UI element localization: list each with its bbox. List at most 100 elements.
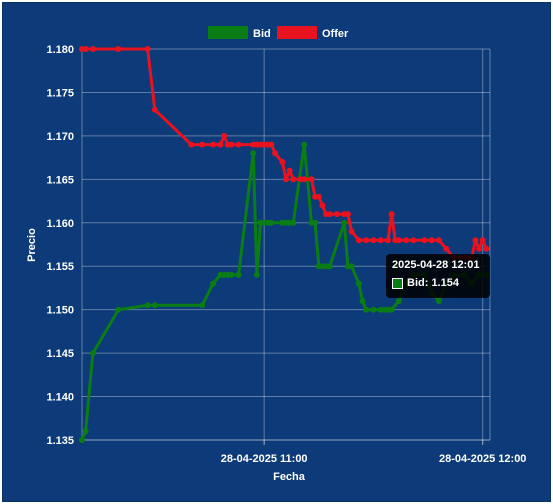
bid-point: [290, 219, 297, 226]
x-tick-label: 28-04-2025 11:00: [221, 453, 308, 465]
offer-point: [334, 211, 340, 218]
offer-point: [377, 237, 384, 244]
bid-point: [341, 219, 348, 226]
tooltip-row: Bid: 1.154: [392, 277, 484, 289]
y-tick-label: 1.135: [46, 435, 74, 447]
offer-point: [326, 211, 333, 218]
offer-point: [115, 46, 122, 52]
bid-point: [235, 271, 242, 278]
offer-point: [436, 237, 442, 244]
legend[interactable]: Bid Offer: [208, 26, 349, 40]
offer-point: [217, 141, 224, 148]
series-layer: [79, 46, 490, 443]
bid-point: [370, 306, 377, 313]
y-tick-label: 1.160: [46, 218, 74, 230]
tooltip-label: Bid: 1.154: [407, 277, 459, 289]
offer-point: [151, 106, 158, 113]
bid-point: [301, 141, 308, 148]
bid-point: [326, 263, 333, 270]
bid-point: [199, 302, 206, 309]
bid-point: [89, 350, 96, 357]
bid-point: [228, 271, 235, 278]
offer-point: [228, 141, 235, 148]
legend-offer-swatch[interactable]: [277, 26, 317, 39]
offer-point: [210, 141, 217, 148]
offer-point: [355, 237, 362, 244]
bid-point: [348, 263, 355, 270]
offer-point: [89, 46, 96, 52]
offer-point: [483, 245, 490, 252]
bid-point: [359, 298, 366, 304]
offer-point: [235, 141, 242, 148]
offer-point: [479, 237, 486, 244]
x-tick-labels: 28-04-2025 11:00 28-04-2025 12:00: [221, 453, 527, 465]
y-tick-labels: 1.180 1.175 1.170 1.165 1.160 1.155 1.150 1.145…: [46, 44, 74, 447]
bid-point: [82, 428, 89, 435]
y-tick-label: 1.180: [46, 44, 74, 56]
offer-point: [476, 245, 483, 252]
y-tick-label: 1.140: [46, 392, 74, 404]
y-tick-label: 1.150: [46, 305, 74, 317]
offer-point: [428, 237, 435, 244]
y-tick-label: 1.145: [46, 348, 74, 360]
bid-point: [395, 298, 402, 304]
offer-point: [268, 141, 275, 148]
grid: [81, 48, 491, 445]
y-tick-label: 1.155: [46, 261, 74, 273]
bid-point: [355, 280, 362, 287]
offer-point: [472, 237, 479, 244]
y-tick-label: 1.170: [46, 131, 74, 143]
x-tick-label: 28-04-2025 12:00: [439, 453, 526, 465]
offer-point: [283, 176, 289, 183]
bid-point: [115, 306, 122, 313]
offer-point: [410, 237, 417, 244]
offer-series-line: [82, 47, 488, 259]
offer-point: [388, 211, 395, 218]
offer-point: [443, 245, 450, 252]
legend-bid-label[interactable]: Bid: [253, 28, 271, 40]
offer-point: [348, 228, 355, 235]
offer-point: [272, 150, 279, 157]
offer-point: [290, 176, 297, 183]
bid-point: [79, 437, 85, 443]
offer-point: [363, 237, 370, 244]
bid-point: [210, 280, 217, 287]
offer-point: [395, 237, 402, 244]
bid-point: [151, 302, 158, 309]
offer-point: [199, 141, 206, 148]
bid-point: [250, 150, 257, 157]
offer-point: [315, 193, 322, 200]
offer-point: [370, 237, 377, 244]
legend-bid-swatch[interactable]: [208, 26, 248, 39]
tooltip-title: 2025-04-28 12:01: [392, 259, 480, 271]
offer-point: [421, 237, 428, 244]
offer-point: [344, 211, 351, 218]
y-axis-title: Precio: [26, 228, 38, 262]
y-tick-label: 1.165: [46, 174, 74, 186]
bid-point: [363, 306, 370, 313]
offer-point: [403, 237, 410, 244]
offer-point: [286, 167, 293, 174]
offer-point: [221, 132, 228, 139]
y-tick-label: 1.175: [46, 87, 74, 99]
offer-point: [144, 46, 151, 52]
offer-point: [301, 176, 308, 183]
legend-offer-label[interactable]: Offer: [322, 28, 349, 40]
x-axis-title: Fecha: [273, 471, 306, 483]
bid-point: [268, 219, 275, 226]
bid-point: [253, 271, 260, 278]
offer-point: [279, 159, 286, 165]
bid-point: [436, 298, 442, 304]
offer-point: [308, 176, 315, 183]
offer-point: [385, 237, 391, 244]
offer-point: [82, 46, 89, 52]
offer-point: [319, 202, 326, 209]
offer-point: [188, 141, 195, 148]
bid-point: [312, 219, 319, 226]
tooltip-bid-swatch: [392, 277, 403, 289]
bid-point: [388, 306, 395, 313]
bid-point: [144, 302, 151, 309]
tooltip: 2025-04-28 12:01 Bid: 1.154: [386, 254, 490, 298]
